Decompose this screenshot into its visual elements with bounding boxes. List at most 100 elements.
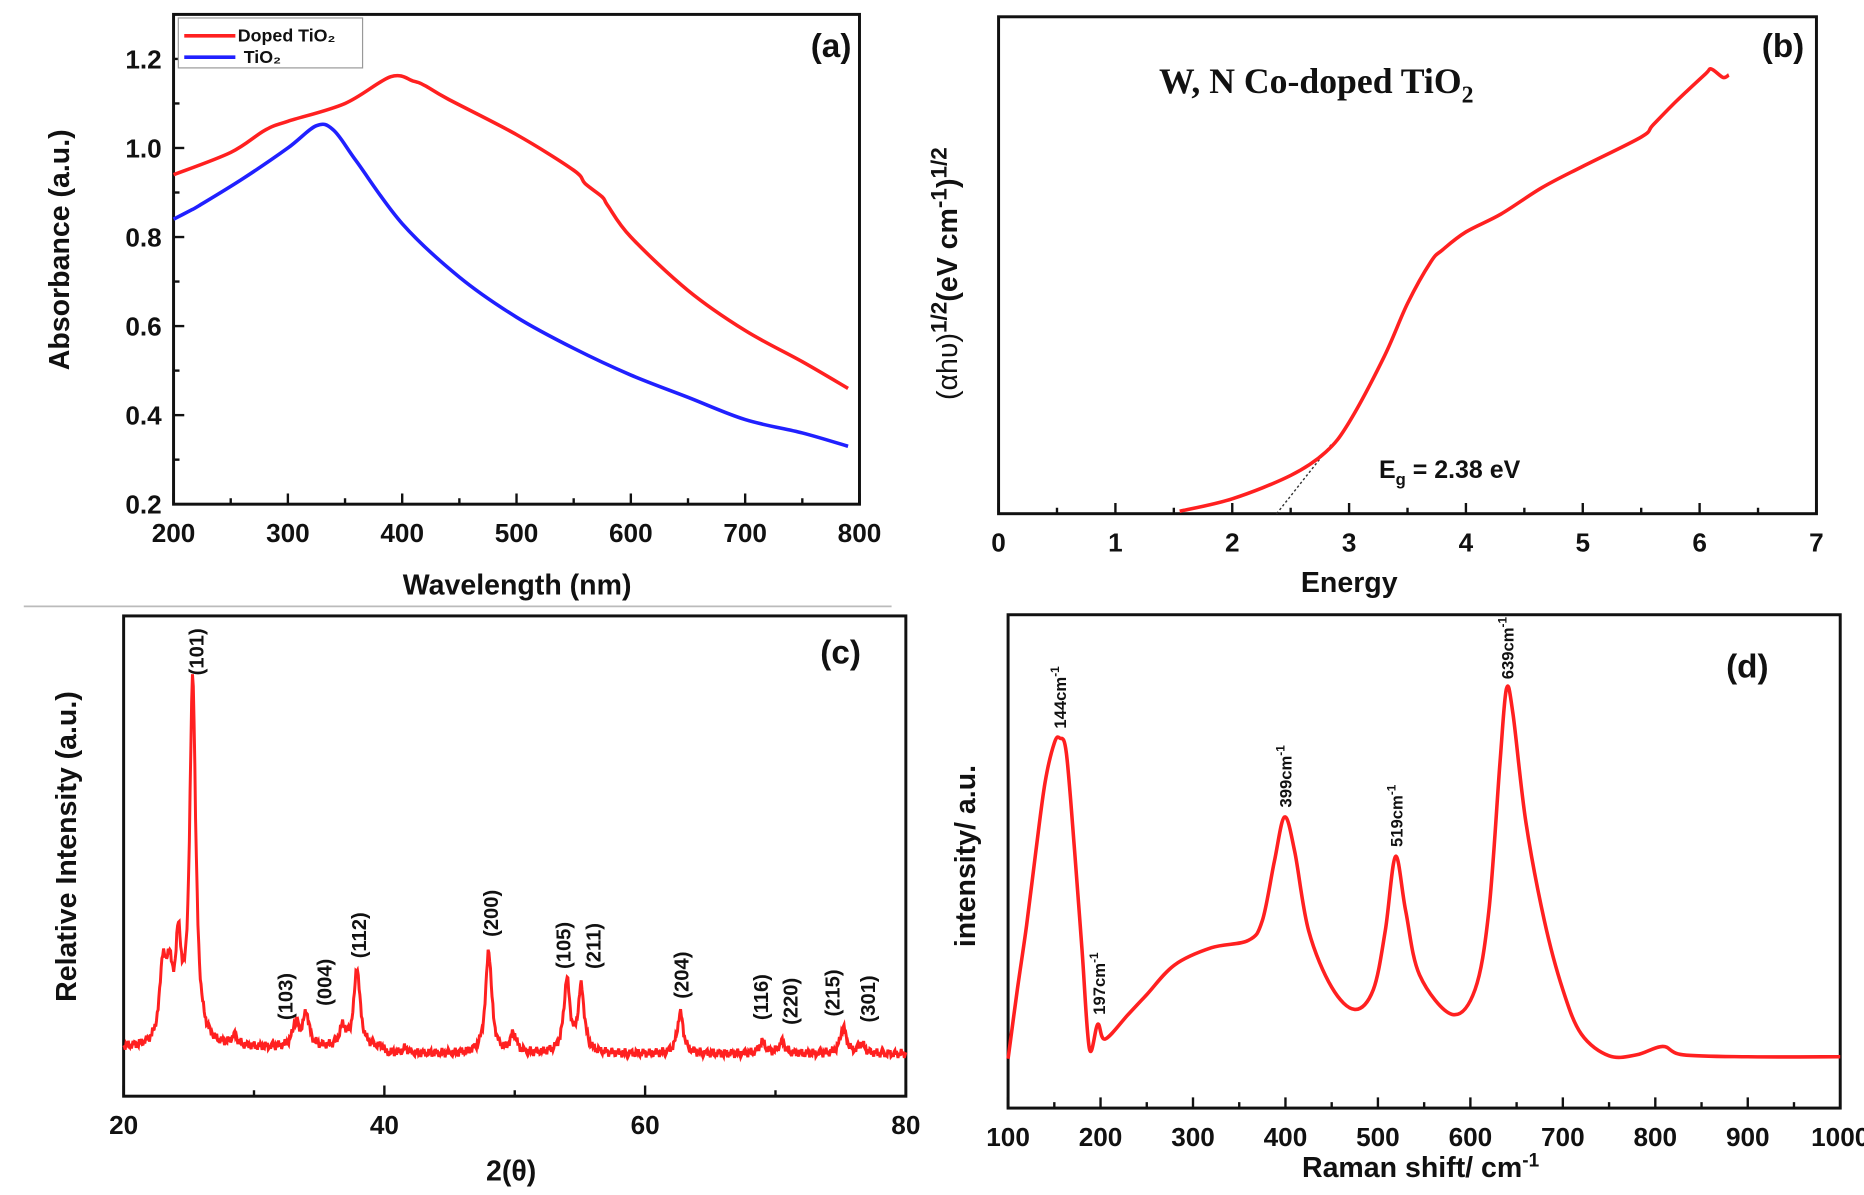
y-tick-label: 0.8 — [125, 223, 161, 253]
x-tick-label: 600 — [609, 518, 653, 548]
x-tick-label: 2 — [1225, 528, 1240, 558]
peak-label: 144cm-1 — [1048, 666, 1070, 729]
x-tick-label: 1000 — [1811, 1122, 1864, 1152]
peak-label: (200) — [481, 890, 503, 937]
y-axis-label-d: intensity/ a.u. — [950, 765, 982, 947]
x-axis-label-a: Wavelength (nm) — [403, 570, 632, 602]
x-tick-label: 700 — [723, 518, 767, 548]
x-tick-label: 7 — [1809, 528, 1824, 558]
xlabel-sup: -1 — [1522, 1150, 1539, 1171]
peak-label: (215) — [822, 969, 844, 1016]
panel-label-b: (b) — [1762, 28, 1804, 65]
y-axis-label-c: Relative Intensity (a.u.) — [51, 691, 83, 1002]
x-tick-label: 800 — [838, 518, 882, 548]
x-axis-label-b: Energy — [1301, 567, 1398, 599]
x-tick-label: 80 — [891, 1110, 920, 1140]
tangent-line — [1276, 443, 1333, 515]
ylabel-part: (αhυ) — [932, 333, 964, 400]
x-axis-label-c: 2(θ) — [486, 1156, 536, 1188]
y-tick-label: 0.6 — [125, 312, 161, 342]
x-axis-label-d: Raman shift/ cm-1 — [1302, 1150, 1540, 1184]
y-tick-label: 0.2 — [125, 490, 161, 520]
eg-value: = 2.38 eV — [1406, 456, 1521, 484]
plot-frame — [997, 15, 1818, 516]
panel-label-d: (d) — [1726, 649, 1768, 686]
series-doped-tio2 — [172, 73, 849, 390]
peak-label: 519cm-1 — [1384, 784, 1406, 847]
x-tick-label: 4 — [1459, 528, 1474, 558]
x-tick-label: 6 — [1692, 528, 1707, 558]
x-tick-label: 400 — [1264, 1122, 1308, 1152]
x-tick-label: 800 — [1633, 1122, 1677, 1152]
legend-label-doped: Doped TiO₂ — [238, 26, 336, 46]
xlabel-part: Raman shift/ cm — [1302, 1152, 1522, 1184]
ylabel-sup: 1/2 — [926, 302, 951, 333]
peak-label: (101) — [186, 628, 208, 675]
x-tick-label: 3 — [1342, 528, 1357, 558]
peak-label-value: 197cm — [1090, 963, 1109, 1015]
y-tick-label: 0.4 — [125, 401, 162, 431]
x-tick-label: 0 — [991, 528, 1006, 558]
x-tick-label: 300 — [266, 518, 310, 548]
panel-a: 200 300 400 500 600 700 800 0.2 0.4 0.6 0.8 1.0 1.2 — [125, 12, 882, 548]
peak-label: (116) — [751, 974, 773, 1020]
plot-frame — [172, 12, 861, 506]
peak-label: (220) — [781, 978, 803, 1025]
chart-title-b: W, N Co-doped TiO2 — [1159, 61, 1473, 109]
y-axis-label-b: (αhυ)1/2(eV cm-1)1/2 — [926, 147, 964, 400]
peak-label: (105) — [554, 922, 576, 969]
x-tick-label: 40 — [370, 1110, 399, 1140]
series-raman — [1006, 684, 1841, 1060]
eg-sub: g — [1396, 470, 1406, 489]
peak-label-sup: -1 — [1274, 745, 1288, 756]
y-axis-label-a: Absorbance (a.u.) — [44, 129, 76, 370]
peak-label: (112) — [349, 912, 371, 958]
ylabel-part: ) — [932, 179, 964, 189]
x-tick-label: 400 — [380, 518, 424, 548]
x-tick-label: 700 — [1541, 1122, 1585, 1152]
peak-label: (103) — [275, 973, 297, 1020]
peak-label: 197cm-1 — [1087, 952, 1109, 1015]
series-tio2 — [172, 122, 849, 449]
x-tick-label: 200 — [1079, 1122, 1123, 1152]
legend-label-tio2: TiO₂ — [244, 47, 281, 67]
x-tick-label: 1 — [1108, 528, 1123, 558]
peak-label: (211) — [583, 923, 605, 969]
panel-label-c: (c) — [820, 634, 861, 671]
x-tick-label: 5 — [1575, 528, 1590, 558]
ylabel-part: (eV cm — [932, 208, 964, 302]
x-tick-label: 20 — [109, 1110, 138, 1140]
series-xrd — [122, 674, 908, 1063]
peak-label: 399cm-1 — [1274, 745, 1296, 808]
legend-box — [177, 17, 364, 69]
peak-label: (004) — [315, 959, 337, 1006]
peak-label-sup: -1 — [1048, 666, 1062, 677]
title-sub: 2 — [1462, 82, 1474, 108]
ylabel-sup: 1/2 — [926, 147, 951, 178]
peak-label-sup: -1 — [1495, 616, 1509, 627]
peak-label-sup: -1 — [1384, 784, 1398, 795]
peak-label: (301) — [858, 975, 880, 1022]
title-main: W, N Co-doped TiO — [1159, 61, 1462, 101]
peak-label-value: 144cm — [1051, 677, 1070, 729]
x-tick-label: 500 — [495, 518, 539, 548]
legend: Doped TiO₂ TiO₂ — [177, 17, 364, 69]
peak-label-sup: -1 — [1087, 952, 1101, 963]
x-tick-label: 200 — [152, 518, 196, 548]
ylabel-sup: -1 — [926, 188, 951, 208]
peak-label-value: 639cm — [1499, 627, 1518, 679]
panel-b: 0 1 2 3 4 5 6 7 — [991, 15, 1824, 558]
panel-c: 20 40 60 80 (101) (103) (004) (112) (200) (105) (2… — [109, 614, 920, 1140]
peak-label: 639cm-1 — [1495, 616, 1517, 679]
peak-label-value: 399cm — [1277, 756, 1296, 808]
y-tick-label: 1.0 — [125, 133, 161, 163]
x-tick-label: 500 — [1356, 1122, 1400, 1152]
panel-label-a: (a) — [811, 28, 852, 65]
eg-main: E — [1379, 456, 1396, 484]
series-tauc — [1179, 66, 1730, 513]
panel-d: 100 200 300 400 500 600 700 800 900 1000144cm-119… — [986, 613, 1864, 1152]
x-tick-label: 600 — [1449, 1122, 1493, 1152]
x-tick-label: 900 — [1726, 1122, 1770, 1152]
x-tick-label: 100 — [986, 1122, 1030, 1152]
